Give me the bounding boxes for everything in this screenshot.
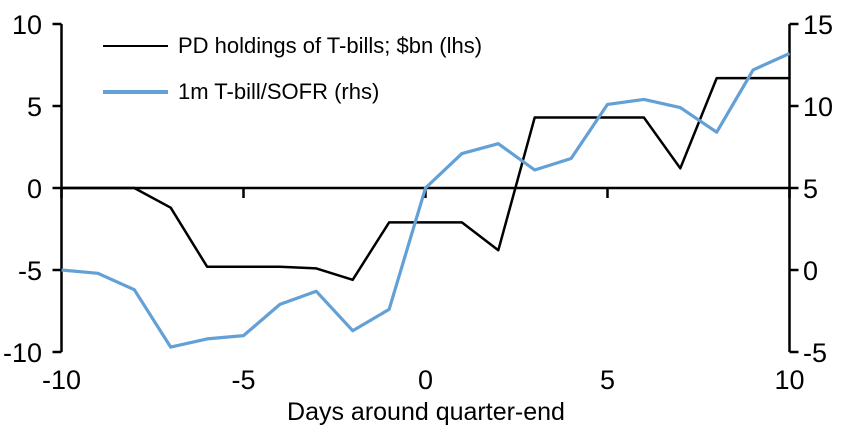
legend: PD holdings of T-bills; $bn (lhs) 1m T-b… (103, 32, 482, 124)
left-tick-label: 0 (27, 174, 42, 204)
x-axis-title: Days around quarter-end (287, 398, 565, 426)
x-tick-label: -5 (231, 365, 255, 395)
right-tick-label: 10 (803, 92, 833, 122)
x-tick-label: 0 (418, 365, 433, 395)
x-tick-label: 5 (600, 365, 615, 395)
legend-row-sofr: 1m T-bill/SOFR (rhs) (103, 78, 482, 106)
legend-label-sofr: 1m T-bill/SOFR (rhs) (178, 79, 380, 104)
left-tick-label: -10 (3, 338, 42, 368)
legend-label-pd: PD holdings of T-bills; $bn (lhs) (178, 33, 483, 58)
right-tick-label: 5 (803, 174, 818, 204)
legend-row-pd: PD holdings of T-bills; $bn (lhs) (103, 32, 482, 60)
series-line-0 (61, 76, 790, 282)
right-tick-label: 0 (803, 256, 818, 286)
right-tick-label: -5 (803, 338, 827, 368)
left-tick-label: 10 (12, 10, 42, 40)
right-tick-label: 15 (803, 10, 833, 40)
left-tick-label: 5 (27, 92, 42, 122)
x-tick-label: -10 (42, 365, 81, 395)
x-tick-label: 10 (774, 365, 804, 395)
left-tick-label: -5 (18, 256, 42, 286)
series-line-1 (61, 52, 791, 349)
legend-swatch-pd-line (103, 44, 168, 48)
legend-swatch-sofr-line (103, 90, 168, 94)
